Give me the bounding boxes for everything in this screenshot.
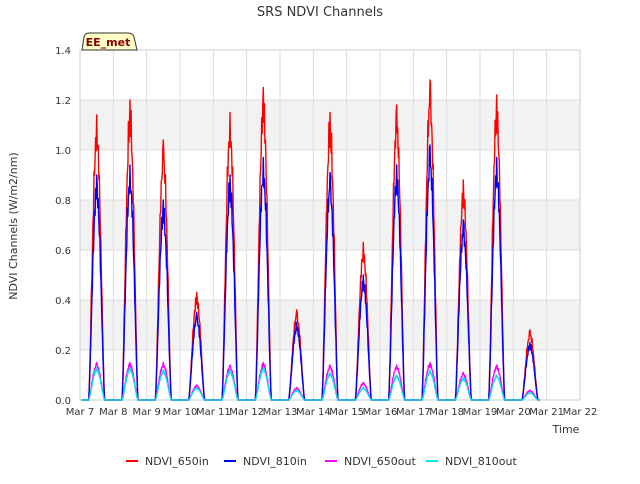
y-axis-ticks: 0.0 0.2 0.4 0.6 0.8 1.0 1.2 1.4 xyxy=(55,46,71,407)
y-tick-label: 1.0 xyxy=(55,146,71,157)
x-tick-label: Mar 9 xyxy=(132,407,160,418)
x-tick-label: Mar 12 xyxy=(229,407,264,418)
series-line-ndvi-810in xyxy=(81,144,540,401)
badge-frame xyxy=(81,32,138,51)
legend-item-ndvi-650out: NDVI_650out xyxy=(325,455,416,468)
legend-item-ndvi-650in: NDVI_650in xyxy=(126,455,209,468)
y-axis-label: NDVI Channels (W/m2/nm) xyxy=(7,152,20,299)
legend-label: NDVI_810out xyxy=(445,455,517,468)
x-tick-label: Mar 10 xyxy=(163,407,198,418)
x-tick-label: Mar 13 xyxy=(263,407,298,418)
x-tick-label: Mar 21 xyxy=(529,407,564,418)
y-tick-label: 0.4 xyxy=(55,296,71,307)
x-tick-label: Mar 16 xyxy=(363,407,398,418)
x-tick-label: Mar 7 xyxy=(66,407,94,418)
x-tick-label: Mar 20 xyxy=(496,407,531,418)
y-tick-label: 0.8 xyxy=(55,196,71,207)
grid-band xyxy=(80,200,580,250)
x-tick-label: Mar 11 xyxy=(196,407,231,418)
x-tick-label: Mar 8 xyxy=(99,407,127,418)
legend-item-ndvi-810in: NDVI_810in xyxy=(224,455,307,468)
y-tick-label: 0.2 xyxy=(55,346,71,357)
legend: NDVI_650in NDVI_810in NDVI_650out NDVI_810o… xyxy=(126,455,517,468)
y-tick-label: 0.6 xyxy=(55,246,71,257)
x-tick-label: Mar 19 xyxy=(463,407,498,418)
x-axis-label: Time xyxy=(552,423,580,436)
grid-band xyxy=(80,300,580,350)
legend-label: NDVI_650in xyxy=(145,455,209,468)
ee-met-badge: EE_met xyxy=(81,32,138,51)
legend-item-ndvi-810out: NDVI_810out xyxy=(426,455,517,468)
series-line-ndvi-810out xyxy=(81,366,540,401)
y-tick-label: 1.2 xyxy=(55,96,71,107)
chart-title: SRS NDVI Channels xyxy=(257,5,383,20)
x-tick-label: Mar 15 xyxy=(329,407,364,418)
x-tick-label: Mar 17 xyxy=(396,407,431,418)
x-tick-label: Mar 22 xyxy=(563,407,598,418)
series-layer xyxy=(81,79,540,401)
plot-frame xyxy=(79,49,581,401)
y-tick-label: 0.0 xyxy=(55,396,71,407)
legend-label: NDVI_810in xyxy=(243,455,307,468)
legend-label: NDVI_650out xyxy=(344,455,416,468)
x-tick-label: Mar 14 xyxy=(296,407,331,418)
badge-label: EE_met xyxy=(86,36,131,49)
y-tick-label: 1.4 xyxy=(55,46,71,57)
x-tick-label: Mar 18 xyxy=(429,407,464,418)
